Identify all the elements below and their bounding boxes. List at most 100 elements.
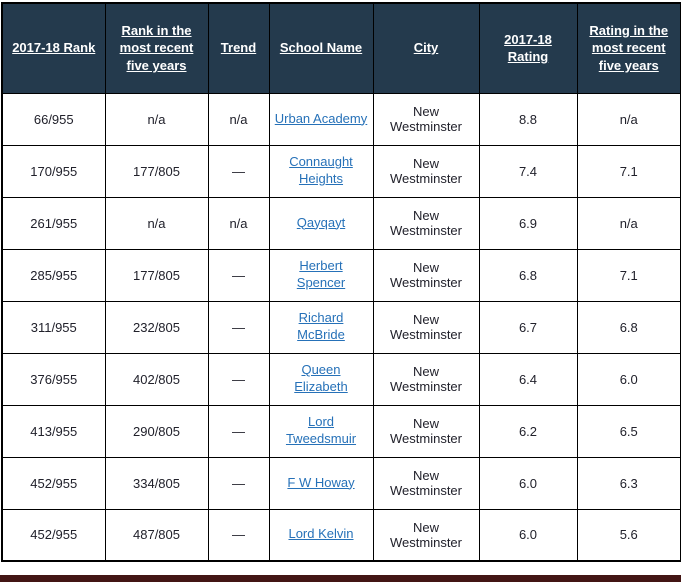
cell-school: Herbert Spencer: [268, 248, 374, 302]
cell-rating: 6.8: [478, 248, 578, 302]
column-header-label[interactable]: 2017-18 Rating: [504, 31, 552, 65]
school-link[interactable]: F W Howay: [287, 474, 355, 490]
cell-rank: 376/955: [1, 352, 106, 406]
cell-city: New Westminster: [372, 92, 480, 146]
column-header-label[interactable]: Rank in the most recent five years: [119, 22, 194, 74]
cell-school: Lord Kelvin: [268, 508, 374, 562]
cell-rank: 452/955: [1, 456, 106, 510]
school-link[interactable]: Lord Kelvin: [288, 526, 354, 542]
cell-trend: —: [207, 248, 270, 302]
table-row: 66/955 n/a n/a Urban Academy New Westminster…: [1, 92, 681, 146]
table-row: 261/955 n/a n/a Qayqayt New Westminster 6.9 n/…: [1, 196, 681, 250]
cell-trend: n/a: [207, 196, 270, 250]
cell-rank_recent: 290/805: [104, 404, 209, 458]
cell-rating_recent: 6.5: [576, 404, 681, 458]
column-header-trend[interactable]: Trend: [207, 2, 270, 94]
cell-rank_recent: 177/805: [104, 248, 209, 302]
cell-school: Lord Tweedsmuir: [268, 404, 374, 458]
column-header-label[interactable]: Rating in the most recent five years: [589, 22, 669, 74]
table-row: 376/955 402/805— Queen Elizabeth New Westmi…: [1, 352, 681, 406]
cell-rating_recent: 7.1: [576, 248, 681, 302]
footer-bar: [0, 575, 681, 582]
cell-rating_recent: 6.3: [576, 456, 681, 510]
cell-city: New Westminster: [372, 248, 480, 302]
column-header-label[interactable]: City: [413, 40, 439, 56]
column-header-school[interactable]: School Name: [268, 2, 374, 94]
table-row: 452/955 487/805— Lord Kelvin New Westminste…: [1, 508, 681, 562]
header-row: 2017-18 Rank Rank in the most recent five…: [1, 2, 681, 94]
cell-rank: 452/955: [1, 508, 106, 562]
cell-rating_recent: n/a: [576, 196, 681, 250]
cell-school: Richard McBride: [268, 300, 374, 354]
column-header-rating_recent[interactable]: Rating in the most recent five years: [576, 2, 681, 94]
cell-rating: 6.0: [478, 456, 578, 510]
table-row: 311/955 232/805— Richard McBride New Westmi…: [1, 300, 681, 354]
cell-rating: 7.4: [478, 144, 578, 198]
cell-city: New Westminster: [372, 352, 480, 406]
school-link[interactable]: Lord Tweedsmuir: [285, 414, 357, 446]
cell-rating_recent: 6.8: [576, 300, 681, 354]
school-link[interactable]: Connaught Heights: [289, 154, 353, 186]
table-body: 66/955 n/a n/a Urban Academy New Westminster…: [1, 92, 681, 562]
cell-city: New Westminster: [372, 300, 480, 354]
table-row: 170/955 177/805— Connaught Heights New West…: [1, 144, 681, 198]
table-header: 2017-18 Rank Rank in the most recent five…: [1, 2, 681, 94]
cell-rank_recent: n/a: [104, 196, 209, 250]
cell-rank_recent: 334/805: [104, 456, 209, 510]
table-row: 413/955 290/805— Lord Tweedsmuir New Westmi…: [1, 404, 681, 458]
cell-rating: 6.4: [478, 352, 578, 406]
cell-rank: 413/955: [1, 404, 106, 458]
school-link[interactable]: Urban Academy: [274, 110, 368, 126]
cell-rank: 66/955: [1, 92, 106, 146]
cell-rank_recent: 402/805: [104, 352, 209, 406]
cell-trend: —: [207, 404, 270, 458]
cell-rating: 6.7: [478, 300, 578, 354]
column-header-rank[interactable]: 2017-18 Rank: [1, 2, 106, 94]
cell-rank: 170/955: [1, 144, 106, 198]
cell-rank: 261/955: [1, 196, 106, 250]
cell-rating_recent: n/a: [576, 92, 681, 146]
cell-city: New Westminster: [372, 144, 480, 198]
cell-trend: —: [207, 456, 270, 510]
cell-rating_recent: 7.1: [576, 144, 681, 198]
cell-rating_recent: 6.0: [576, 352, 681, 406]
cell-rating: 6.9: [478, 196, 578, 250]
cell-rating: 8.8: [478, 92, 578, 146]
column-header-city[interactable]: City: [372, 2, 480, 94]
column-header-label[interactable]: 2017-18 Rank: [12, 40, 96, 56]
cell-rank_recent: 232/805: [104, 300, 209, 354]
cell-trend: —: [207, 508, 270, 562]
cell-school: Urban Academy: [268, 92, 374, 146]
cell-trend: —: [207, 300, 270, 354]
cell-trend: —: [207, 144, 270, 198]
cell-rank_recent: n/a: [104, 92, 209, 146]
table-row: 285/955 177/805— Herbert Spencer New Westmi…: [1, 248, 681, 302]
cell-school: F W Howay: [268, 456, 374, 510]
school-link[interactable]: Qayqayt: [296, 214, 346, 230]
cell-rank_recent: 487/805: [104, 508, 209, 562]
cell-school: Connaught Heights: [268, 144, 374, 198]
cell-city: New Westminster: [372, 456, 480, 510]
school-link[interactable]: Queen Elizabeth: [294, 362, 348, 394]
column-header-rank_recent[interactable]: Rank in the most recent five years: [104, 2, 209, 94]
column-header-label[interactable]: Trend: [220, 40, 257, 56]
cell-trend: n/a: [207, 92, 270, 146]
cell-city: New Westminster: [372, 196, 480, 250]
column-header-label[interactable]: School Name: [279, 40, 363, 56]
cell-rank_recent: 177/805: [104, 144, 209, 198]
cell-school: Qayqayt: [268, 196, 374, 250]
cell-rank: 285/955: [1, 248, 106, 302]
column-header-rating[interactable]: 2017-18 Rating: [478, 2, 578, 94]
cell-school: Queen Elizabeth: [268, 352, 374, 406]
table-row: 452/955 334/805— F W Howay New Westminster 6…: [1, 456, 681, 510]
cell-rating_recent: 5.6: [576, 508, 681, 562]
school-rankings-table: 2017-18 Rank Rank in the most recent five…: [1, 2, 681, 562]
cell-rating: 6.2: [478, 404, 578, 458]
school-link[interactable]: Richard McBride: [297, 310, 345, 342]
cell-city: New Westminster: [372, 404, 480, 458]
cell-trend: —: [207, 352, 270, 406]
cell-rating: 6.0: [478, 508, 578, 562]
school-link[interactable]: Herbert Spencer: [296, 258, 346, 290]
cell-rank: 311/955: [1, 300, 106, 354]
